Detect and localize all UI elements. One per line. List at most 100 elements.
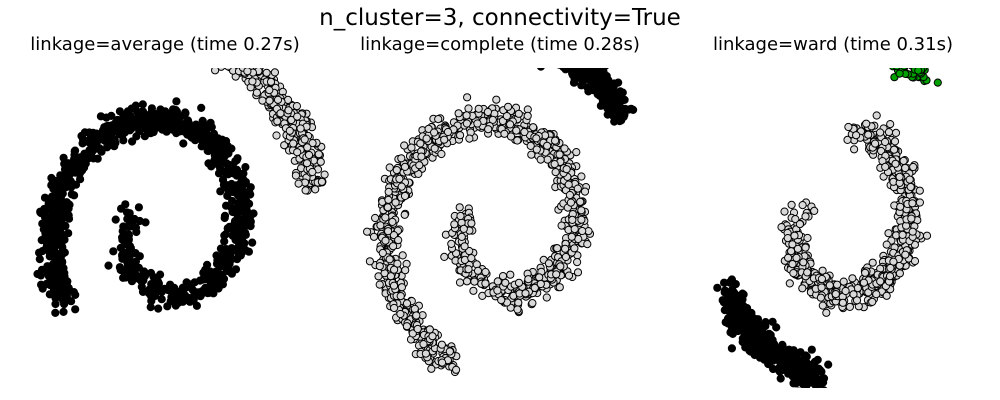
scatter-point-cluster-0 (483, 107, 492, 117)
scatter-plot-complete (362, 68, 638, 377)
scatter-point-cluster-1 (619, 112, 628, 122)
scatter-point-cluster-0 (473, 266, 483, 275)
scatter-point-cluster-0 (901, 250, 910, 259)
scatter-point-cluster-0 (427, 364, 436, 373)
scatter-point-cluster-0 (107, 111, 116, 121)
scatter-point-cluster-1 (787, 367, 796, 376)
scatter-point-cluster-0 (909, 162, 918, 172)
scatter-point-cluster-1 (586, 83, 595, 92)
scatter-point-cluster-0 (530, 283, 539, 292)
scatter-point-cluster-0 (493, 277, 502, 286)
scatter-point-cluster-1 (308, 167, 317, 177)
scatter-point-cluster-0 (37, 280, 46, 289)
scatter-point-cluster-0 (397, 154, 406, 163)
scatter-point-cluster-0 (216, 187, 225, 196)
scatter-point-cluster-0 (389, 242, 398, 251)
scatter-point-cluster-0 (907, 214, 916, 223)
scatter-point-cluster-0 (497, 296, 506, 305)
scatter-point-cluster-0 (85, 135, 95, 144)
scatter-point-cluster-0 (54, 225, 63, 234)
scatter-point-cluster-0 (438, 358, 447, 367)
scatter-point-cluster-0 (437, 149, 446, 159)
scatter-point-cluster-0 (799, 258, 808, 267)
scatter-point-cluster-0 (389, 281, 399, 290)
scatter-point-cluster-0 (573, 184, 582, 193)
scatter-point-cluster-0 (561, 252, 570, 262)
scatter-point-cluster-0 (224, 170, 233, 179)
scatter-point-cluster-0 (428, 332, 437, 341)
scatter-point-cluster-0 (218, 175, 228, 185)
scatter-point-cluster-0 (140, 132, 149, 141)
scatter-point-cluster-0 (565, 190, 574, 200)
scatter-point-cluster-0 (544, 259, 553, 268)
scatter-point-cluster-1 (243, 68, 252, 76)
scatter-point-cluster-0 (59, 307, 68, 316)
scatter-point-cluster-1 (291, 171, 300, 180)
scatter-point-cluster-0 (895, 269, 904, 278)
scatter-point-cluster-1 (725, 295, 734, 305)
scatter-point-cluster-1 (248, 77, 257, 86)
scatter-point-cluster-1 (211, 68, 220, 75)
scatter-point-cluster-0 (844, 122, 853, 132)
scatter-point-cluster-1 (772, 354, 781, 364)
scatter-point-cluster-1 (304, 150, 314, 160)
scatter-point-cluster-0 (216, 164, 225, 173)
scatter-point-cluster-0 (817, 274, 826, 284)
scatter-point-cluster-0 (60, 179, 69, 188)
scatter-point-cluster-0 (810, 206, 819, 215)
scatter-point-cluster-0 (56, 201, 65, 210)
scatter-point-cluster-0 (181, 123, 190, 133)
scatter-point-cluster-1 (765, 329, 774, 338)
scatter-point-cluster-0 (787, 200, 796, 209)
scatter-point-cluster-0 (514, 109, 523, 118)
scatter-point-cluster-0 (157, 287, 166, 296)
scatter-point-cluster-0 (783, 234, 792, 243)
scatter-point-cluster-1 (262, 68, 271, 77)
scatter-point-cluster-0 (76, 175, 85, 184)
scatter-point-cluster-0 (222, 159, 231, 168)
scatter-point-cluster-0 (573, 268, 583, 277)
scatter-point-cluster-0 (816, 293, 825, 302)
scatter-point-cluster-1 (724, 306, 733, 315)
scatter-point-cluster-0 (876, 128, 885, 137)
scatter-point-cluster-1 (293, 112, 302, 121)
scatter-point-cluster-0 (49, 276, 58, 285)
scatter-point-cluster-1 (574, 68, 583, 75)
scatter-point-cluster-0 (400, 162, 410, 172)
scatter-point-cluster-0 (514, 298, 523, 307)
scatter-point-cluster-0 (891, 159, 900, 168)
scatter-point-cluster-0 (501, 278, 510, 287)
scatter-point-cluster-1 (300, 135, 309, 144)
scatter-point-cluster-0 (71, 180, 81, 189)
scatter-point-cluster-0 (118, 131, 127, 140)
scatter-point-cluster-0 (573, 258, 582, 267)
scatter-point-cluster-0 (551, 168, 560, 177)
scatter-point-cluster-0 (204, 146, 213, 156)
scatter-point-cluster-0 (862, 119, 871, 128)
scatter-point-cluster-0 (241, 228, 250, 237)
scatter-point-cluster-0 (231, 265, 241, 274)
scatter-point-cluster-1 (537, 68, 545, 71)
scatter-point-cluster-0 (104, 261, 113, 270)
scatter-point-cluster-0 (529, 123, 538, 132)
scatter-point-cluster-0 (881, 137, 890, 147)
scatter-point-cluster-0 (555, 150, 564, 159)
scatter-point-cluster-0 (388, 217, 397, 226)
scatter-point-cluster-0 (481, 279, 490, 288)
scatter-point-cluster-0 (172, 97, 181, 106)
scatter-point-cluster-0 (415, 161, 424, 170)
scatter-point-cluster-0 (210, 279, 219, 288)
scatter-point-cluster-0 (36, 207, 45, 216)
scatter-point-cluster-1 (317, 177, 326, 186)
scatter-point-cluster-0 (407, 143, 416, 152)
scatter-point-cluster-0 (896, 202, 905, 211)
scatter-point-cluster-0 (197, 103, 206, 113)
scatter-point-cluster-0 (216, 244, 225, 253)
scatter-point-cluster-0 (795, 220, 804, 229)
scatter-point-cluster-0 (504, 102, 513, 111)
scatter-point-cluster-0 (122, 256, 132, 265)
scatter-point-cluster-1 (287, 115, 296, 125)
scatter-point-cluster-0 (71, 160, 81, 169)
scatter-point-cluster-0 (513, 305, 522, 314)
scatter-point-cluster-0 (51, 236, 61, 245)
